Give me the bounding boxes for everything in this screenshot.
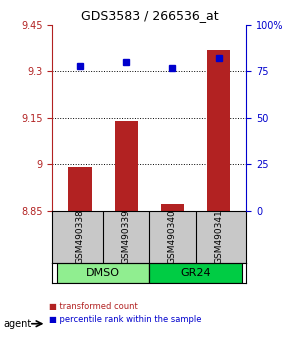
Text: GSM490339: GSM490339: [122, 209, 131, 264]
Bar: [115, 121, 138, 211]
Text: agent: agent: [3, 319, 31, 329]
Bar: [161, 205, 184, 211]
Text: GSM490338: GSM490338: [75, 209, 84, 264]
Bar: [207, 50, 230, 211]
Text: DMSO: DMSO: [86, 268, 120, 278]
Bar: [68, 167, 92, 211]
Text: GSM490340: GSM490340: [168, 209, 177, 264]
Text: ■ transformed count: ■ transformed count: [49, 302, 138, 311]
Title: GDS3583 / 266536_at: GDS3583 / 266536_at: [81, 9, 218, 22]
FancyBboxPatch shape: [57, 263, 149, 283]
FancyBboxPatch shape: [149, 263, 242, 283]
Text: ■ percentile rank within the sample: ■ percentile rank within the sample: [49, 315, 202, 324]
Text: GSM490341: GSM490341: [214, 209, 223, 264]
Text: GR24: GR24: [180, 268, 211, 278]
